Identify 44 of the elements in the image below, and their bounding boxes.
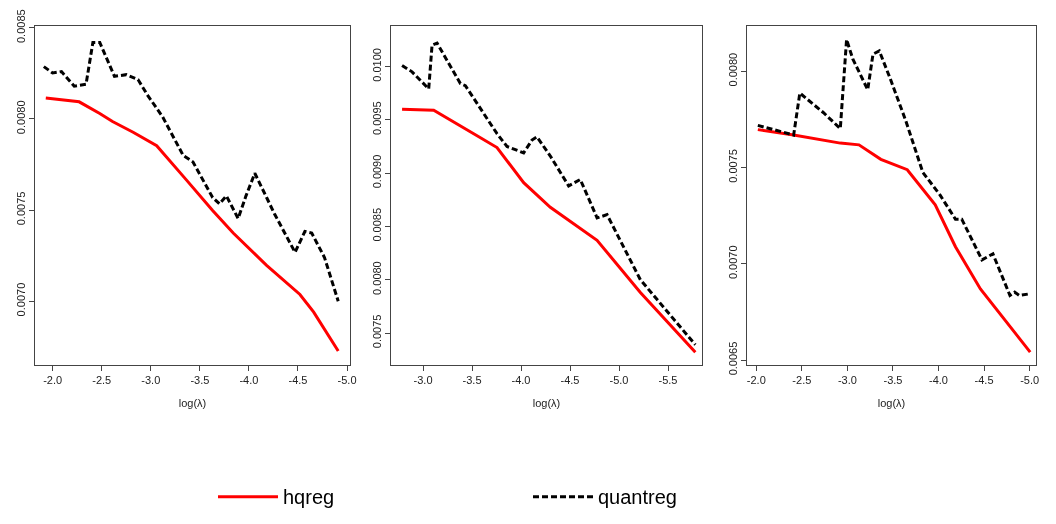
x-tick-label: -4.0 [929,374,948,387]
y-tick-label: 0.0095 [370,101,383,135]
y-tick-label: 0.0070 [726,245,739,280]
y-tick-label: 0.0075 [14,191,27,226]
x-tick-label: -4.0 [511,374,531,387]
y-tick-label: 0.0080 [726,52,739,87]
x-tick-label: -3.0 [413,374,433,387]
line-series [756,128,1032,354]
line-series [400,107,697,354]
y-tick-label: 0.0070 [14,282,27,317]
y-tick-label: 0.0100 [370,48,383,82]
x-tick-label: -3.0 [141,374,161,387]
x-tick-label: -5.0 [609,374,629,387]
y-tick-label: 0.0080 [14,100,27,135]
x-tick-label: -3.0 [837,374,857,387]
line-series [400,41,697,347]
y-tick-label: 0.0085 [14,9,27,43]
x-tick-label: -3.5 [190,374,210,387]
x-tick-label: -4.5 [974,374,994,387]
y-tick-label: 0.0075 [370,314,383,349]
x-tick-label: -5.5 [658,374,678,387]
y-tick-label: 0.0090 [370,154,383,189]
x-tick-label: -2.5 [792,374,812,387]
line-series [42,40,340,303]
x-tick-label: -5.0 [337,374,357,387]
legend-label: quantreg [598,486,677,509]
line-series [44,96,340,353]
x-tick-label: -4.0 [239,374,259,387]
x-axis-title: log(λ) [178,397,207,410]
x-axis-title: log(λ) [532,397,561,410]
y-tick-label: 0.0080 [370,261,383,295]
x-tick-label: -4.5 [288,374,308,387]
x-tick-label: -2.0 [43,374,63,387]
x-tick-label: -2.0 [746,374,766,387]
x-tick-label: -5.0 [1020,374,1040,387]
x-tick-label: -4.5 [560,374,580,387]
x-tick-label: -3.5 [883,374,903,387]
x-axis-title: log(λ) [877,397,906,410]
y-tick-label: 0.0085 [370,207,383,242]
y-tick-label: 0.0065 [726,341,739,376]
x-tick-label: -3.5 [462,374,482,387]
legend-label: hqreg [283,486,335,509]
y-tick-label: 0.0075 [726,149,739,183]
x-tick-label: -2.5 [92,374,112,387]
